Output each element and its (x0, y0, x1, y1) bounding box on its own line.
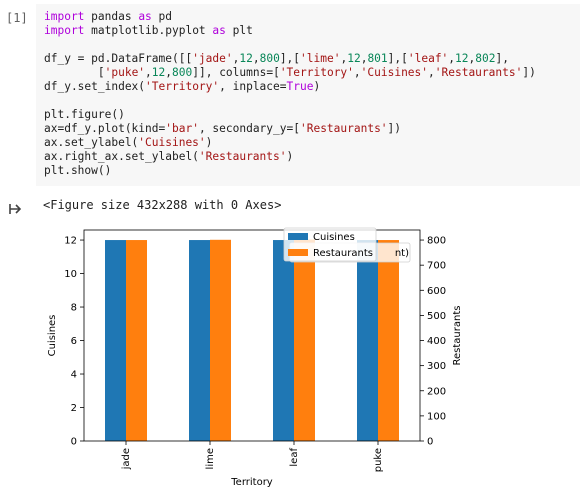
code-editor[interactable]: import pandas as pd import matplotlib.py… (36, 4, 580, 186)
bar-cuisines-leaf (273, 240, 294, 441)
code-text[interactable]: import pandas as pd import matplotlib.py… (44, 10, 536, 177)
legend-label-restaurants: Restaurants (313, 248, 373, 259)
output-text: <Figure size 432x288 with 0 Axes> (43, 198, 282, 212)
y2-tick-label: 800 (427, 236, 446, 247)
y2-tick-label: 500 (427, 311, 446, 322)
bar-restaurants-leaf (294, 239, 315, 441)
x-tick-label: leaf (289, 448, 300, 467)
y-tick-label: 6 (71, 336, 77, 347)
y-tick-label: 2 (71, 403, 77, 414)
x-axis-label: Territory (230, 477, 273, 488)
bar-cuisines-lime (189, 240, 210, 441)
execution-count: [1] (6, 11, 28, 25)
y2-tick-label: 700 (427, 261, 446, 272)
y2-tick-label: 100 (427, 411, 446, 422)
y2-tick-label: 0 (427, 437, 433, 448)
y-tick-label: 8 (71, 303, 77, 314)
y2-tick-label: 300 (427, 361, 446, 372)
y2-tick-label: 200 (427, 386, 446, 397)
x-tick-label: jade (121, 448, 132, 470)
y2-axis-label: Restaurants (452, 306, 463, 366)
bar-restaurants-jade (126, 240, 147, 441)
x-tick-label: puke (373, 448, 384, 472)
y2-tick-label: 400 (427, 336, 446, 347)
y-tick-label: 0 (71, 437, 77, 448)
legend-swatch-restaurants (288, 249, 308, 256)
y2-tick-label: 600 (427, 286, 446, 297)
bar-restaurants-puke (378, 240, 399, 441)
code-cell[interactable]: [1] import pandas as pd import matplotli… (0, 0, 580, 188)
y-tick-label: 10 (64, 269, 77, 280)
y-axis-label: Cuisines (47, 315, 58, 357)
legend-back-label: nt) (395, 248, 409, 259)
bar-restaurants-lime (210, 239, 231, 441)
plot-frame (83, 229, 421, 442)
bar-cuisines-jade (105, 240, 126, 441)
bar-cuisines-puke (357, 240, 378, 441)
legend-swatch-cuisines (288, 233, 308, 240)
x-tick-label: lime (205, 448, 216, 469)
bar-chart: jade lime leaf puke 0 2 4 6 8 10 12 0 100 200 300 400 50… (47, 227, 463, 488)
y-tick-label: 4 (71, 370, 77, 381)
legend-label-cuisines: Cuisines (313, 232, 355, 243)
y-tick-label: 12 (64, 236, 77, 247)
legend: nt) Cuisines Restaurants (283, 227, 411, 263)
output-arrow-icon[interactable] (8, 202, 24, 216)
